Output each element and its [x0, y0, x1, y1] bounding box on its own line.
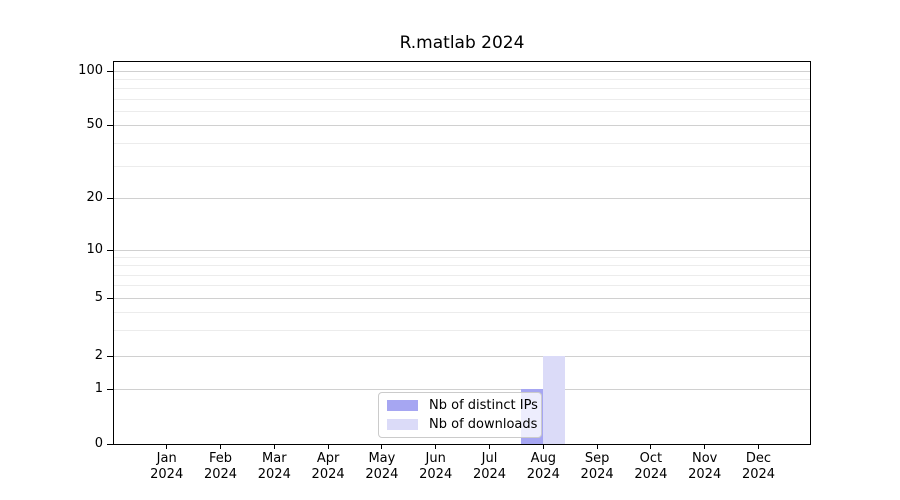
major-gridline: [114, 125, 810, 126]
x-tick-year: 2024: [741, 467, 776, 482]
x-tick-label: Nov 2024: [673, 451, 737, 483]
minor-gridline: [114, 265, 810, 267]
minor-gridline: [114, 312, 810, 314]
x-tick-month: Mar: [262, 451, 287, 466]
y-tick-label: 50: [86, 117, 103, 132]
legend-swatch-downloads: [387, 419, 418, 430]
x-tick-year: 2024: [634, 467, 668, 482]
x-tick-mark: [435, 445, 437, 449]
legend-swatch-distinct-ips: [387, 400, 418, 411]
major-gridline: [114, 389, 810, 390]
plot-area: Nb of distinct IPs Nb of downloads: [113, 61, 811, 445]
x-tick-year: 2024: [472, 467, 507, 482]
x-tick-year: 2024: [580, 467, 614, 482]
y-tick-label: 5: [94, 290, 103, 305]
x-tick-label: Feb 2024: [189, 451, 253, 483]
x-tick-mark: [489, 445, 490, 449]
x-tick-label: Dec 2024: [727, 451, 791, 483]
x-tick-mark: [327, 445, 329, 449]
x-tick-year: 2024: [419, 467, 453, 482]
x-tick-year: 2024: [257, 467, 291, 482]
y-tick-mark: [107, 124, 113, 126]
x-tick-month: Oct: [639, 451, 663, 466]
minor-gridline: [114, 88, 810, 90]
x-tick-mark: [650, 445, 652, 449]
x-tick-mark: [273, 445, 275, 449]
chart-title: R.matlab 2024: [399, 33, 525, 53]
major-gridline: [114, 71, 810, 72]
minor-gridline: [114, 79, 810, 81]
y-tick-mark: [107, 388, 113, 390]
x-tick-mark: [596, 445, 598, 449]
legend: Nb of distinct IPs Nb of downloads: [378, 392, 542, 438]
x-tick-year: 2024: [311, 467, 345, 482]
x-tick-mark: [758, 445, 759, 449]
x-tick-mark: [220, 445, 221, 449]
minor-gridline: [114, 274, 810, 276]
x-tick-month: May: [368, 451, 396, 466]
x-tick-month: Dec: [745, 451, 772, 466]
y-tick-label: 0: [94, 436, 103, 451]
y-tick-label: 1: [94, 381, 103, 396]
x-tick-label: Mar 2024: [242, 451, 306, 483]
x-tick-label: Jan 2024: [135, 451, 199, 483]
x-tick-mark: [542, 445, 544, 449]
minor-gridline: [114, 165, 810, 167]
major-gridline: [114, 250, 810, 251]
x-tick-month: Jul: [481, 451, 498, 466]
y-tick-label: 100: [78, 63, 103, 78]
x-tick-month: Jun: [425, 451, 446, 466]
major-gridline: [114, 298, 810, 299]
y-tick-mark: [107, 197, 113, 199]
major-gridline: [114, 198, 810, 199]
bar-downloads: [543, 356, 566, 444]
minor-gridline: [114, 98, 810, 100]
y-tick-label: 10: [86, 242, 103, 257]
legend-label: Nb of downloads: [429, 417, 538, 432]
x-tick-label: Sep 2024: [565, 451, 629, 483]
x-tick-label: May 2024: [350, 451, 414, 483]
legend-item: Nb of downloads: [387, 415, 541, 434]
x-tick-month: Apr: [316, 451, 340, 466]
y-tick-mark: [107, 70, 113, 72]
minor-gridline: [114, 330, 810, 332]
minor-gridline: [114, 142, 810, 144]
y-tick-mark: [107, 443, 113, 445]
y-tick-label: 2: [94, 348, 103, 363]
x-tick-mark: [704, 445, 706, 449]
x-tick-month: Feb: [208, 451, 233, 466]
minor-gridline: [114, 110, 810, 112]
y-tick-mark: [107, 249, 113, 251]
y-tick-label: 20: [86, 190, 103, 205]
x-tick-month: Sep: [584, 451, 610, 466]
x-tick-mark: [381, 445, 383, 449]
x-tick-label: Oct 2024: [619, 451, 683, 483]
y-tick-mark: [107, 355, 113, 357]
x-tick-month: Nov: [692, 451, 718, 466]
y-tick-mark: [107, 297, 113, 299]
x-tick-year: 2024: [688, 467, 722, 482]
x-tick-label: Jul 2024: [458, 451, 522, 483]
legend-item: Nb of distinct IPs: [387, 396, 541, 415]
x-tick-year: 2024: [150, 467, 184, 482]
x-tick-year: 2024: [203, 467, 238, 482]
legend-label: Nb of distinct IPs: [429, 398, 538, 413]
x-tick-label: Aug 2024: [511, 451, 575, 483]
x-tick-label: Jun 2024: [404, 451, 468, 483]
x-tick-mark: [166, 445, 168, 449]
major-gridline: [114, 356, 810, 357]
x-tick-month: Aug: [530, 451, 556, 466]
minor-gridline: [114, 285, 810, 287]
x-tick-year: 2024: [365, 467, 399, 482]
x-tick-month: Jan: [156, 451, 177, 466]
x-tick-year: 2024: [526, 467, 560, 482]
x-tick-label: Apr 2024: [296, 451, 360, 483]
minor-gridline: [114, 257, 810, 259]
